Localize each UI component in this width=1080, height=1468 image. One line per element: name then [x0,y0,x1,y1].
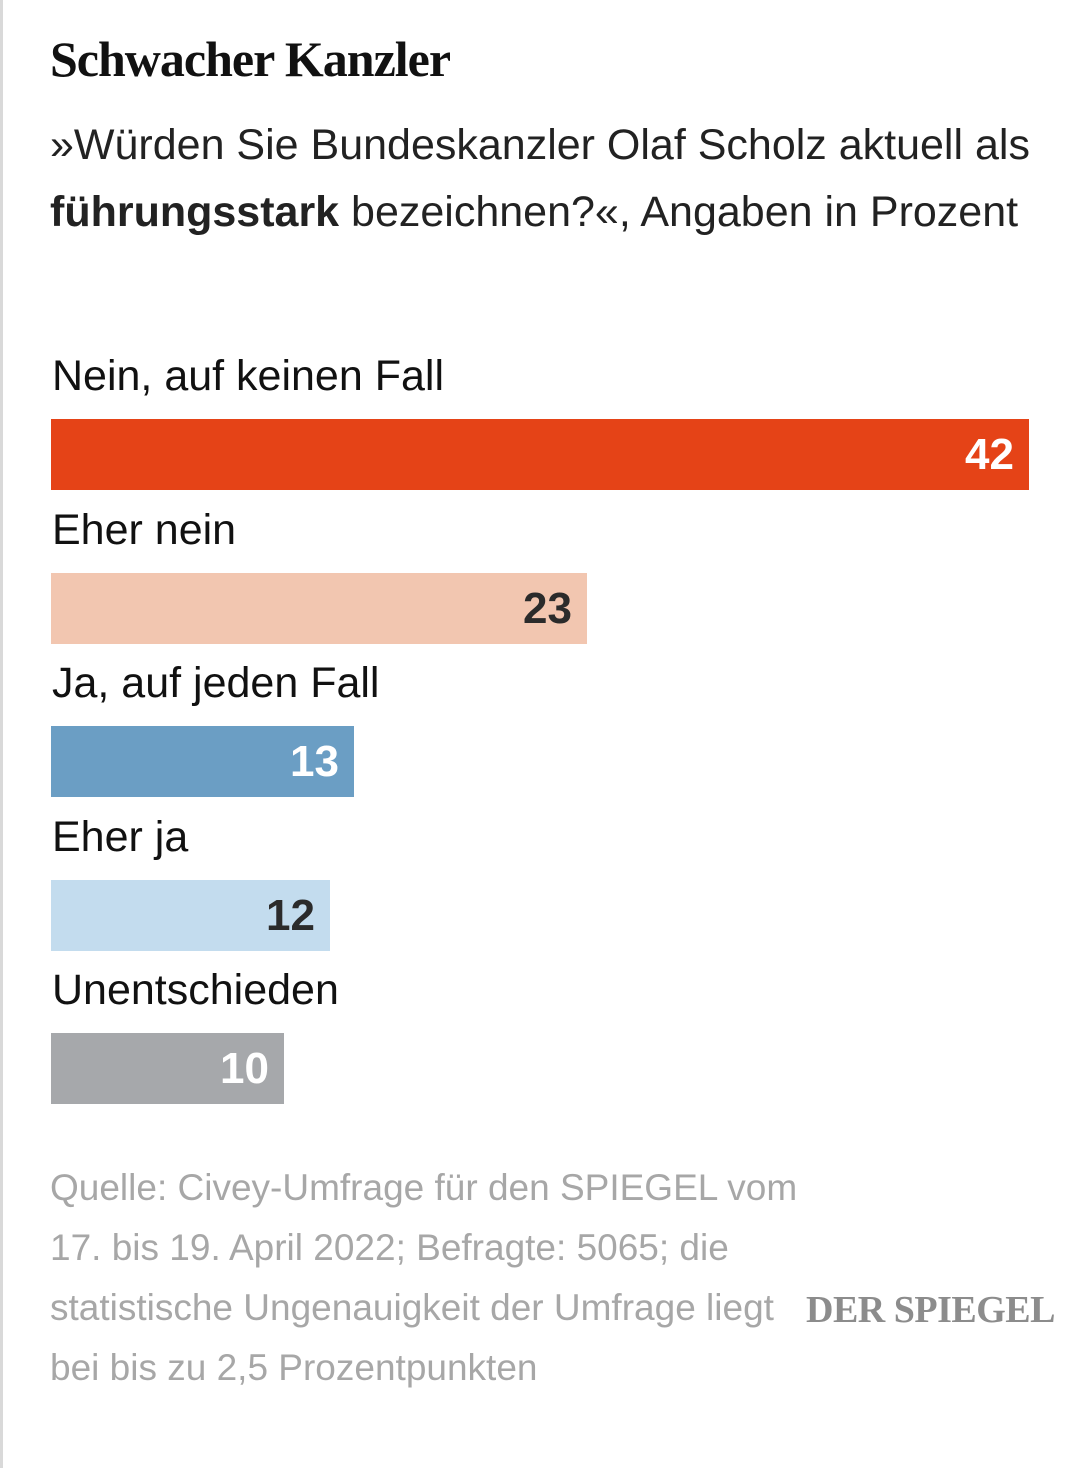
bar: 42 [51,419,1029,490]
chart-title: Schwacher Kanzler [50,31,451,87]
category-label: Eher nein [52,505,237,554]
bar: 12 [51,879,330,951]
category-label: Nein, auf keinen Fall [52,352,444,400]
bar-value-label: 13 [290,737,339,786]
category-label: Eher ja [52,812,189,861]
category-label: Ja, auf jeden Fall [52,659,380,707]
source-note: Quelle: Civey-Umfrage für den SPIEGEL vo… [50,1167,798,1388]
bar: 13 [51,726,354,797]
chart-subtitle: »Würden Sie Bundeskanzler Olaf Scholz ak… [50,112,1030,246]
bar-value-label: 10 [220,1044,269,1093]
bar-value-label: 42 [965,430,1014,479]
category-label: Unentschieden [52,966,339,1014]
left-border-rule [0,0,3,1468]
bar: 10 [51,1033,284,1104]
bar-value-label: 23 [523,583,572,633]
subtitle-bold-term: führungsstark [50,188,340,236]
der-spiegel-logo: DER SPIEGEL [806,1289,1055,1331]
subtitle-text-start: »Würden Sie Bundeskanzler Olaf Scholz ak… [50,121,1030,169]
bar-value-label: 12 [266,890,315,940]
subtitle-text-end: bezeichnen?«, Angaben in Prozent [339,188,1019,236]
bar: 23 [51,572,587,644]
